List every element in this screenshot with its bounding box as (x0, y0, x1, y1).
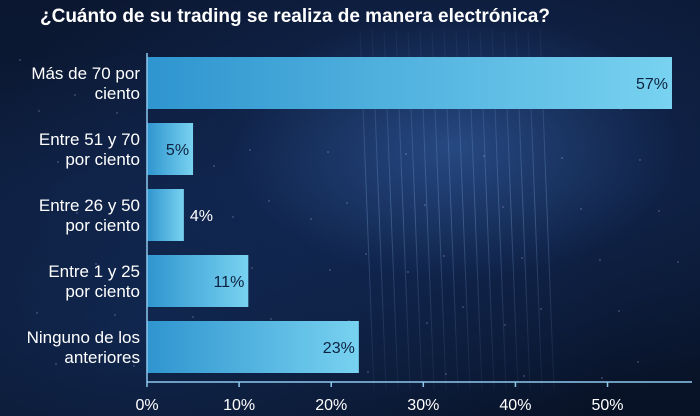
background-dot (95, 263, 97, 265)
background-dot (213, 165, 215, 167)
background-dot (232, 216, 234, 218)
background-dot (55, 363, 57, 365)
background-dot (523, 375, 525, 377)
category-label: Más de 70 por (31, 64, 140, 83)
bar-value-label: 4% (190, 208, 213, 225)
background-dot (327, 151, 329, 153)
background-dot (407, 271, 409, 273)
background-dot (462, 306, 464, 308)
background-dot (76, 212, 78, 214)
bar-value-label: 57% (636, 76, 668, 93)
background-dot (677, 261, 679, 263)
background-dot (426, 322, 428, 324)
background-dot (192, 316, 194, 318)
background-dot (365, 253, 367, 255)
x-tick-label: 30% (407, 397, 439, 414)
bar-value-label: 11% (213, 274, 244, 291)
background-dot (38, 110, 40, 112)
background-dot (346, 202, 348, 204)
background-dot (19, 59, 21, 61)
category-label: anteriores (64, 348, 140, 367)
category-label: por ciento (65, 282, 140, 301)
background-dot (74, 94, 76, 96)
background-dot (36, 312, 38, 314)
background-dot (658, 210, 660, 212)
x-tick-label: 40% (499, 397, 531, 414)
background-dot (424, 204, 426, 206)
background-dot (57, 161, 59, 163)
background-dot (618, 310, 620, 312)
x-tick-label: 0% (135, 397, 158, 414)
background-dot (561, 157, 563, 159)
background-dot (601, 377, 603, 379)
bars-group: 57% 5% 4% 11% 23% (147, 57, 672, 373)
bar (147, 57, 672, 109)
background-dot (249, 149, 251, 151)
chart-title: ¿Cuánto de su trading se realiza de mane… (40, 6, 550, 27)
category-label: Ninguno de los (27, 328, 140, 347)
background-dot (405, 153, 407, 155)
bar-value-label: 5% (166, 142, 189, 159)
category-label: por ciento (65, 150, 140, 169)
x-tick-label: 20% (315, 397, 347, 414)
x-tick-label: 10% (223, 397, 255, 414)
background-dot (504, 324, 506, 326)
background-dot (133, 365, 135, 367)
bar (147, 189, 184, 241)
category-label: Entre 51 y 70 (39, 130, 140, 149)
bar (147, 321, 359, 373)
background-dot (443, 255, 445, 257)
background-dot (135, 163, 137, 165)
background-dot (580, 208, 582, 210)
x-axis: 0% 10% 20% 30% 40% 50% (135, 53, 692, 414)
background-dot (639, 159, 641, 161)
bar-value-label: 23% (323, 340, 355, 357)
background-dot (540, 308, 542, 310)
background-dot (483, 155, 485, 157)
category-label: Entre 1 y 25 (48, 262, 140, 281)
background-dot (502, 206, 504, 208)
background-dot (310, 218, 312, 220)
bar (147, 123, 194, 175)
category-label: por ciento (65, 216, 140, 235)
background-dot (114, 314, 116, 316)
category-label: Entre 26 y 50 (39, 196, 140, 215)
category-label: ciento (95, 84, 140, 103)
background-dot (599, 259, 601, 261)
background-dot (251, 267, 253, 269)
background-dot (268, 200, 270, 202)
background-dot (445, 373, 447, 375)
background-dot (116, 112, 118, 114)
background-dot (637, 361, 639, 363)
background-dot (270, 318, 272, 320)
x-tick-label: 50% (592, 397, 624, 414)
background-dot (521, 257, 523, 259)
background-dot (367, 371, 369, 373)
bar (147, 255, 249, 307)
background-dot (329, 269, 331, 271)
